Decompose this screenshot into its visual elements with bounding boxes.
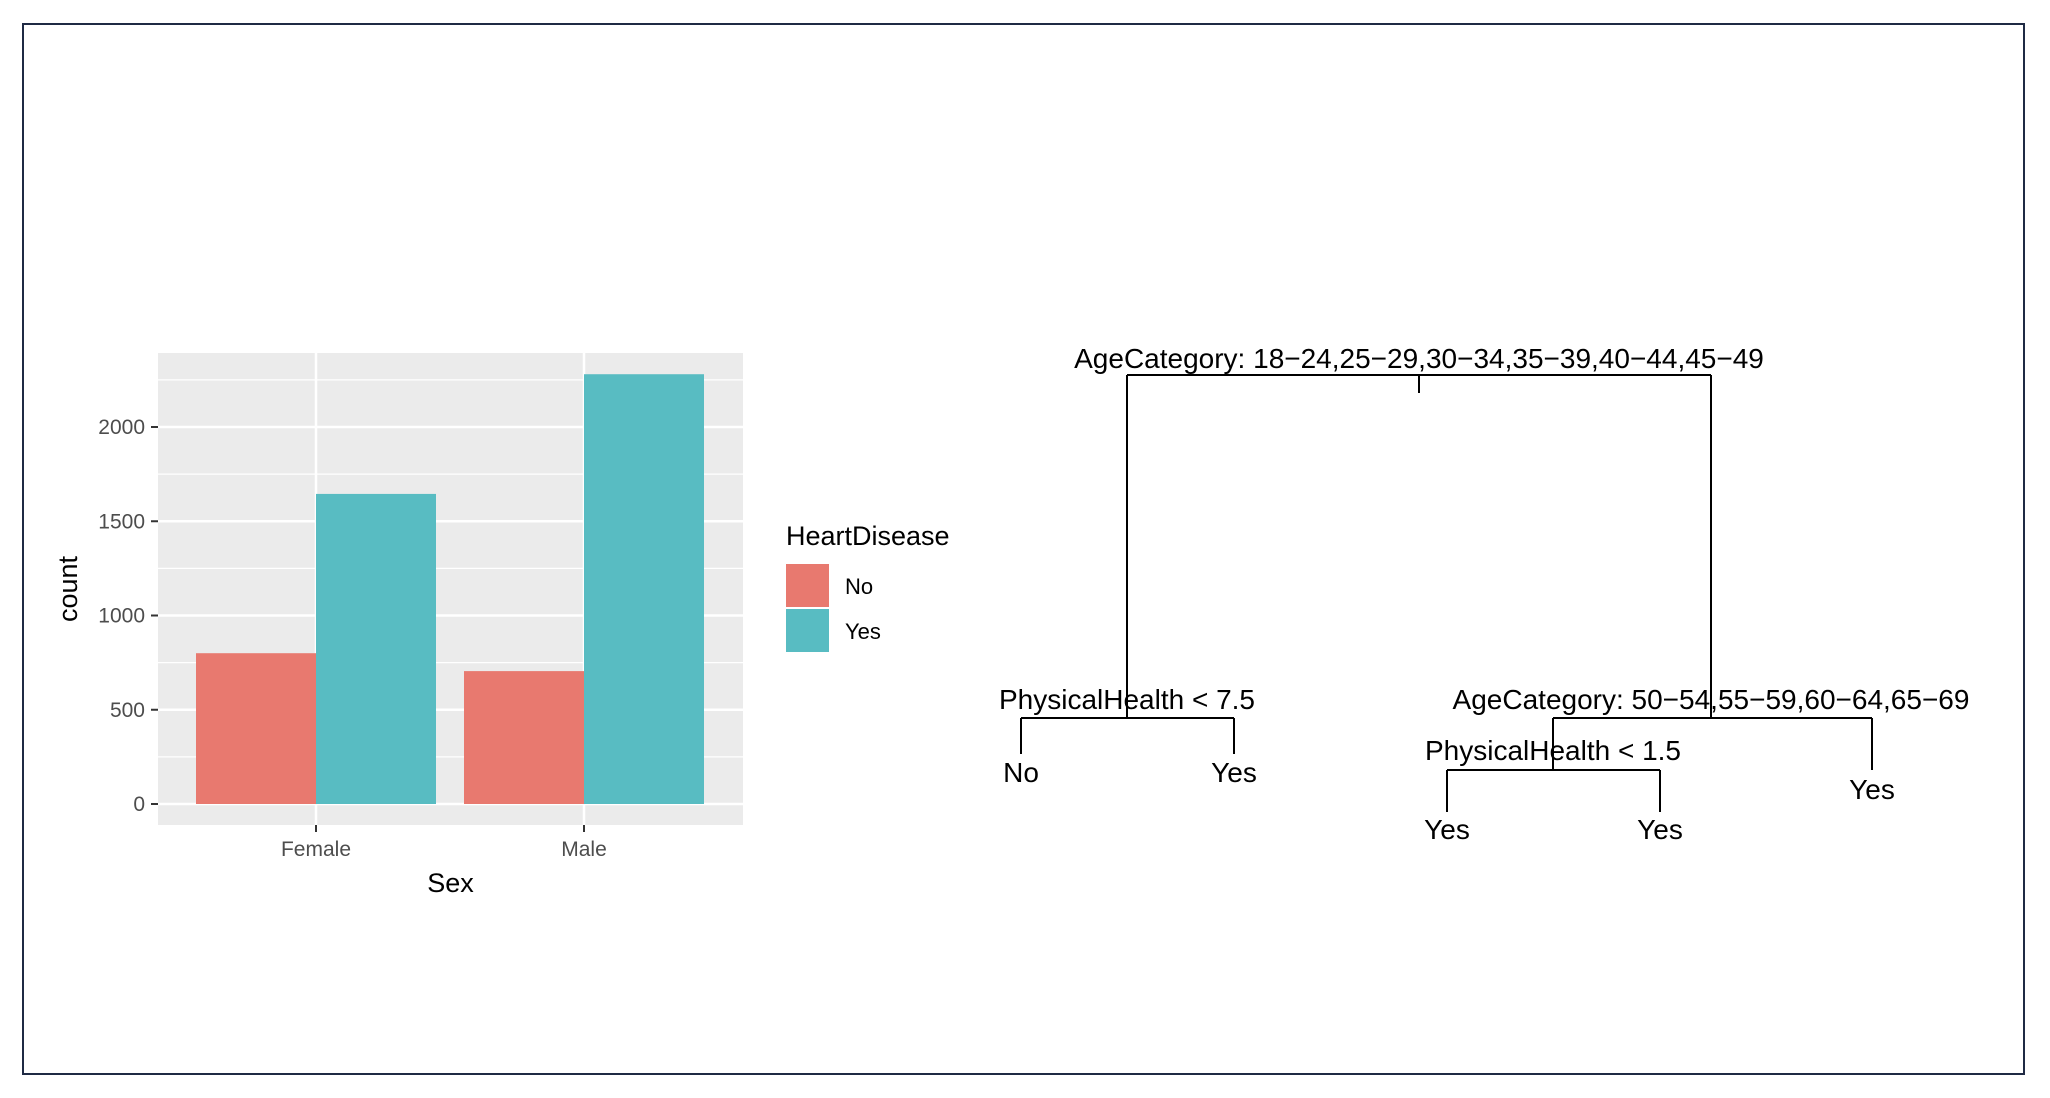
bar-chart: 0 500 1000 1500 2000 Female Male Sex count He…: [53, 353, 950, 898]
x-tick-label: Male: [561, 838, 607, 861]
legend: HeartDisease No Yes: [786, 521, 950, 652]
y-axis: 0 500 1000 1500 2000: [98, 416, 158, 816]
decision-tree: AgeCategory: 18−24,25−29,30−34,35−39,40−…: [999, 343, 1969, 845]
bar-yes-female: [316, 493, 436, 804]
x-axis-title: Sex: [427, 868, 474, 898]
bars: [196, 374, 704, 804]
tree-leaf: No: [1003, 757, 1039, 788]
y-tick-label: 2000: [98, 416, 145, 439]
x-axis: Female Male: [281, 825, 607, 861]
legend-title: HeartDisease: [786, 521, 950, 551]
tree-leaf: Yes: [1637, 814, 1683, 845]
legend-key-yes: [786, 609, 829, 652]
y-tick-label: 1500: [98, 510, 145, 533]
tree-edges: [1020, 374, 1873, 812]
legend-label-yes: Yes: [845, 619, 881, 644]
tree-node-root: AgeCategory: 18−24,25−29,30−34,35−39,40−…: [1074, 343, 1764, 374]
tree-node-right-left-split: PhysicalHealth < 1.5: [1425, 735, 1681, 766]
tree-node-left-split: PhysicalHealth < 7.5: [999, 684, 1255, 715]
tree-leaf: Yes: [1849, 774, 1895, 805]
y-tick-label: 500: [110, 699, 145, 722]
figure-frame: [22, 23, 2025, 1075]
x-tick-label: Female: [281, 838, 351, 861]
y-tick-label: 1000: [98, 605, 145, 628]
bar-yes-male: [584, 374, 704, 804]
tree-leaf: Yes: [1424, 814, 1470, 845]
y-axis-title: count: [53, 555, 83, 622]
legend-label-no: No: [845, 574, 873, 599]
legend-key-no: [786, 564, 829, 607]
bar-no-female: [196, 653, 316, 804]
tree-node-right-split: AgeCategory: 50−54,55−59,60−64,65−69: [1453, 684, 1970, 715]
y-tick-label: 0: [133, 793, 145, 816]
tree-leaf: Yes: [1211, 757, 1257, 788]
bar-no-male: [464, 671, 584, 804]
